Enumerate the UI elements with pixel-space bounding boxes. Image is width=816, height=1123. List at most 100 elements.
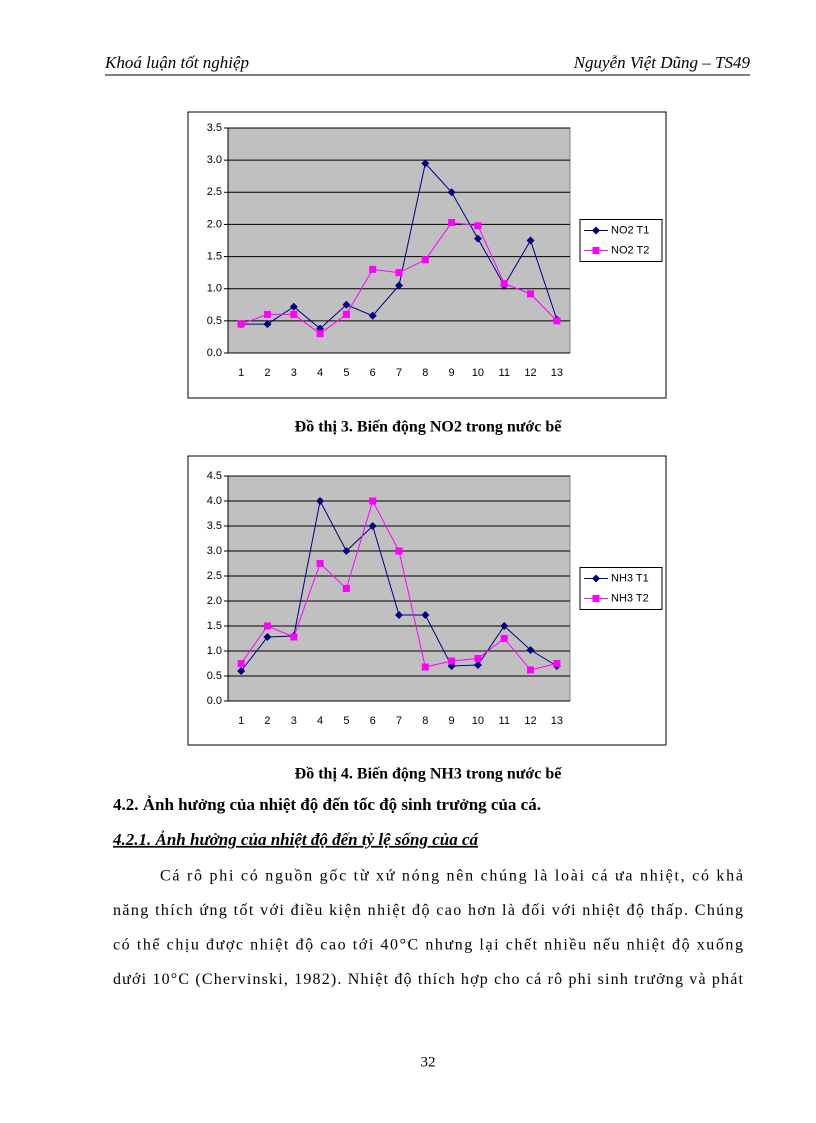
point	[553, 660, 561, 667]
y-tick-label: 2.0	[207, 595, 222, 607]
x-tick-label: 3	[291, 367, 297, 379]
legend-label: NO2 T2	[611, 244, 649, 256]
x-tick-label: 1	[238, 715, 244, 727]
chart-caption: Đồ thị 3. Biến động NO2 trong nước bể	[295, 419, 563, 436]
point	[500, 635, 508, 642]
x-tick-label: 2	[264, 367, 270, 379]
y-tick-label: 2.5	[207, 570, 222, 582]
x-tick-label: 1	[238, 367, 244, 379]
plot-area	[227, 127, 571, 354]
legend-marker	[592, 595, 600, 602]
point	[421, 159, 430, 168]
point	[263, 622, 271, 630]
point	[263, 320, 272, 329]
page-number: 32	[421, 1054, 436, 1070]
point	[421, 256, 429, 264]
y-tick-label: 4.0	[207, 495, 222, 507]
y-tick-label: 2.5	[207, 186, 222, 198]
x-tick-label: 4	[317, 715, 323, 727]
point	[527, 666, 535, 674]
subheading: 4.2.1. Ảnh hưởng của nhiệt độ đến tỷ lệ …	[112, 830, 479, 849]
paragraph-line: năng thích ứng tốt với điều kiện nhiệt đ…	[113, 902, 743, 919]
y-tick-label: 4.5	[207, 470, 222, 482]
point	[473, 661, 482, 669]
x-tick-label: 5	[343, 367, 349, 379]
header-left: Khoá luận tốt nghiệp	[104, 53, 249, 72]
point	[342, 310, 350, 318]
point	[369, 497, 377, 505]
y-tick-label: 0.0	[207, 347, 222, 359]
x-tick-label: 11	[499, 715, 510, 727]
x-tick-label: 6	[370, 367, 376, 379]
point	[237, 660, 245, 667]
point	[500, 280, 508, 288]
y-tick-label: 3.5	[207, 122, 222, 134]
x-tick-label: 13	[551, 715, 563, 727]
x-tick-label: 5	[343, 715, 349, 727]
x-tick-label: 10	[472, 715, 484, 727]
point	[527, 290, 535, 298]
legend-marker	[592, 226, 600, 235]
point	[263, 633, 272, 641]
point	[474, 655, 482, 662]
section-heading: 4.2. Ảnh hưởng của nhiệt độ đến tốc độ s…	[113, 795, 541, 814]
legend-marker	[592, 574, 600, 583]
point	[395, 281, 403, 290]
legend-marker	[592, 247, 600, 254]
legend-label: NO2 T1	[611, 224, 649, 236]
point	[526, 236, 535, 245]
x-tick-label: 4	[317, 367, 323, 379]
x-tick-label: 13	[551, 367, 563, 379]
paragraph-line: dưới 10°C (Chervinski, 1982). Nhiệt độ t…	[113, 971, 744, 988]
x-tick-label: 12	[524, 367, 536, 379]
point	[316, 330, 324, 338]
point	[289, 302, 298, 311]
y-tick-label: 3.5	[207, 520, 222, 532]
point	[421, 611, 430, 619]
point	[526, 646, 535, 654]
legend	[579, 219, 663, 262]
point	[447, 188, 456, 197]
x-tick-label: 9	[449, 715, 455, 727]
y-tick-label: 1.5	[207, 250, 222, 262]
point	[316, 497, 325, 505]
point	[473, 234, 482, 243]
x-tick-label: 2	[264, 715, 270, 727]
y-tick-label: 2.0	[207, 218, 222, 230]
point	[395, 269, 403, 277]
y-tick-label: 1.0	[207, 645, 222, 657]
point	[237, 320, 245, 328]
point	[395, 611, 403, 619]
y-tick-label: 3.0	[207, 545, 222, 557]
header-right: Nguyễn Việt Dũng – TS49	[573, 53, 751, 72]
point	[263, 310, 271, 318]
x-tick-label: 9	[449, 367, 455, 379]
point	[500, 622, 509, 630]
point	[553, 317, 561, 325]
point	[290, 310, 298, 318]
x-tick-label: 11	[499, 367, 510, 379]
point	[368, 522, 377, 530]
x-tick-label: 12	[524, 715, 536, 727]
point	[342, 300, 351, 309]
legend	[579, 567, 663, 610]
point	[316, 560, 324, 567]
legend-label: NH3 T2	[611, 592, 649, 604]
point	[395, 547, 403, 555]
point	[342, 547, 351, 555]
y-tick-label: 3.0	[207, 154, 222, 166]
paragraph-line: Cá rô phi có nguồn gốc từ xứ nóng nên ch…	[160, 868, 743, 885]
y-tick-label: 1.5	[207, 620, 222, 632]
point	[474, 222, 482, 230]
x-tick-label: 6	[370, 715, 376, 727]
x-tick-label: 3	[291, 715, 297, 727]
y-tick-label: 0.5	[207, 315, 222, 327]
point	[448, 219, 456, 226]
point	[237, 667, 246, 675]
x-tick-label: 7	[396, 715, 402, 727]
point	[421, 663, 429, 671]
point	[290, 633, 298, 641]
plot-area	[227, 475, 571, 702]
point	[448, 657, 456, 665]
